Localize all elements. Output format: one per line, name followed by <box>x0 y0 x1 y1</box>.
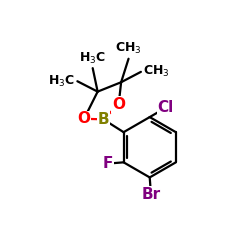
Text: CH$_3$: CH$_3$ <box>115 41 142 56</box>
Text: Cl: Cl <box>158 100 174 115</box>
Text: Br: Br <box>142 187 161 202</box>
Text: B: B <box>98 112 109 127</box>
Text: CH$_3$: CH$_3$ <box>144 64 170 80</box>
Text: O: O <box>112 97 125 112</box>
Text: H$_3$C: H$_3$C <box>79 50 106 66</box>
Text: O: O <box>78 111 90 126</box>
Text: H$_3$C: H$_3$C <box>48 74 75 89</box>
Text: F: F <box>103 156 114 171</box>
